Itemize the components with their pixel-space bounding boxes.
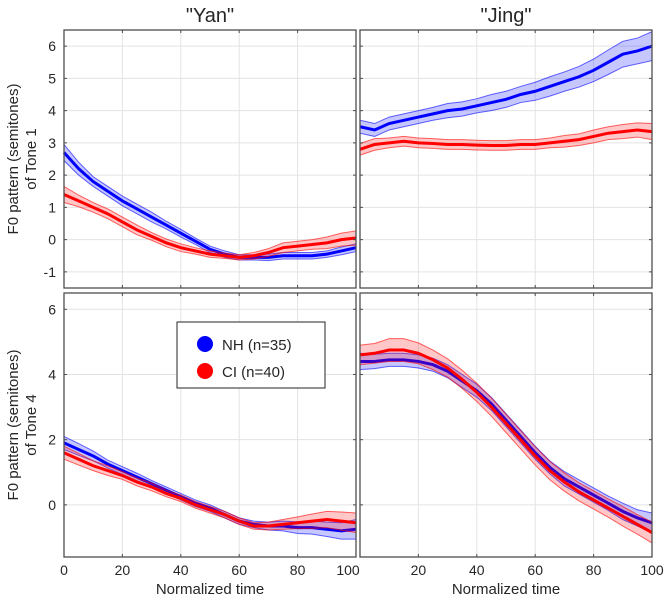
legend-marker-nh — [197, 336, 213, 352]
y-axis-label-line: F0 pattern (semitones) — [5, 350, 22, 501]
x-tick-label: 60 — [527, 562, 543, 578]
mean-line-ci — [63, 451, 357, 528]
column-title: "Jing" — [481, 5, 532, 27]
legend-label: NH (n=35) — [222, 337, 292, 354]
legend: NH (n=35) CI (n=40) — [176, 321, 326, 389]
x-tick-label: 20 — [411, 562, 427, 578]
x-tick-label: 40 — [469, 562, 485, 578]
y-tick-label: 0 — [48, 497, 56, 513]
y-tick-label: 2 — [48, 167, 56, 183]
legend-label: CI (n=40) — [222, 364, 285, 381]
panel-0-1 — [359, 29, 653, 289]
panel-1-1: 20 40 60 80 100 Normalized time — [359, 292, 664, 598]
x-axis-label: Normalized time — [156, 581, 264, 598]
y-tick-label: 1 — [48, 199, 56, 215]
y-tick-label: 4 — [48, 366, 56, 382]
x-tick-label: 100 — [336, 562, 360, 578]
mean-line-ci — [359, 128, 653, 151]
column-title: "Yan" — [186, 5, 234, 27]
x-tick-label: 80 — [586, 562, 602, 578]
x-tick-label: 40 — [173, 562, 189, 578]
x-tick-label: 100 — [640, 562, 664, 578]
mean-line-nh — [359, 44, 653, 132]
mean-line-nh — [360, 358, 653, 525]
y-tick-label: 6 — [48, 301, 56, 317]
y-axis-label: F0 pattern (semitones)of Tone 4 — [5, 350, 40, 501]
y-axis-label: F0 pattern (semitones)of Tone 1 — [5, 84, 40, 235]
y-tick-label: 0 — [48, 232, 56, 248]
y-tick-label: 6 — [48, 38, 56, 54]
y-axis-label-line: of Tone 1 — [23, 128, 40, 189]
y-tick-label: -1 — [44, 264, 57, 280]
y-axis-label-line: of Tone 4 — [23, 394, 40, 455]
x-tick-label: 20 — [115, 562, 131, 578]
panel-frame — [359, 292, 653, 558]
plot-area — [360, 30, 652, 288]
legend-marker-ci — [197, 363, 213, 379]
x-tick-label: 60 — [231, 562, 247, 578]
x-tick-label: 80 — [290, 562, 306, 578]
y-tick-label: 4 — [48, 103, 56, 119]
mean-line-ci — [359, 348, 653, 534]
y-tick-label: 5 — [48, 70, 56, 86]
panel-frame — [63, 29, 357, 289]
panel-frame — [359, 29, 653, 289]
mean-line-nh — [62, 151, 357, 259]
panel-frame — [63, 292, 357, 558]
y-axis-label-line: F0 pattern (semitones) — [5, 84, 22, 235]
mean-line-ci — [63, 193, 357, 259]
y-tick-label: 2 — [48, 432, 56, 448]
y-tick-label: 3 — [48, 135, 56, 151]
mean-line-nh — [63, 441, 357, 533]
panel-0-0: -1 0 1 2 3 4 5 6 F0 pattern (semitones)of Tone 1 — [5, 29, 357, 289]
x-tick-label: 0 — [60, 562, 68, 578]
x-axis-label: Normalized time — [452, 581, 560, 598]
